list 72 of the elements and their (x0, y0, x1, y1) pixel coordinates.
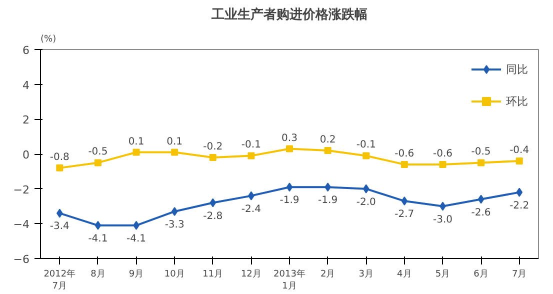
chart-title: 工业生产者购进价格涨跌幅 (210, 6, 368, 22)
data-label: -0.6 (432, 148, 452, 160)
x-tick-label: 12月 (240, 270, 262, 280)
data-label: 0.3 (282, 132, 298, 144)
data-label: -0.5 (471, 146, 491, 158)
data-label: -2.7 (394, 209, 414, 220)
data-label: -0.2 (203, 141, 223, 152)
data-label: -3.4 (50, 221, 70, 232)
y-tick-label: −2 (13, 183, 30, 196)
point (210, 198, 216, 208)
data-label: -4.1 (126, 233, 146, 244)
point (209, 154, 216, 161)
x-tick-label: 6月 (474, 270, 488, 280)
point (171, 206, 178, 216)
point (516, 157, 523, 164)
legend-label: 同比 (506, 62, 528, 76)
y-tick-label: −6 (13, 253, 30, 266)
data-label: -4.1 (88, 233, 108, 244)
y-tick-label: −4 (13, 218, 30, 232)
data-label: -2.8 (203, 210, 223, 222)
data-label: 0.1 (166, 136, 183, 148)
point (439, 160, 446, 168)
x-tick-label: 10月 (164, 270, 185, 280)
x-tick-label: 9月 (128, 270, 144, 280)
point (400, 160, 408, 168)
data-label: -0.4 (510, 144, 530, 156)
point (362, 152, 370, 160)
data-label: 0.2 (320, 134, 336, 146)
point (286, 182, 293, 192)
point (56, 208, 63, 218)
y-tick-label: 2 (22, 114, 30, 127)
data-label: -2.0 (356, 196, 376, 208)
data-label: -0.6 (394, 148, 414, 160)
x-tick-label: 3月 (358, 270, 374, 280)
point (516, 188, 523, 197)
data-label: -2.6 (471, 207, 491, 218)
y-tick-label: 0 (22, 148, 30, 162)
data-label: -0.1 (356, 140, 376, 151)
point (132, 148, 140, 156)
point (362, 184, 370, 194)
y-tick-label: 6 (22, 44, 30, 57)
point (324, 147, 332, 154)
data-label: 0.1 (128, 136, 144, 148)
x-tick-label: 5月 (435, 270, 450, 280)
x-tick-label: 11月 (202, 270, 224, 280)
legend-label: 环比 (506, 94, 528, 108)
data-label: -2.4 (241, 204, 261, 215)
data-label: -2.2 (510, 200, 530, 212)
point (248, 152, 255, 160)
y-tick-label: 4 (22, 78, 30, 92)
point (94, 220, 102, 230)
point (94, 159, 102, 166)
data-label: -1.9 (280, 195, 300, 206)
point (478, 194, 484, 204)
y-axis-title: (%) (40, 34, 56, 44)
x-tick-label: 2月 (320, 270, 336, 280)
data-label: -3.3 (164, 219, 184, 230)
x-tick-label: 8月 (90, 270, 106, 280)
point (478, 159, 485, 166)
data-label: -3.0 (432, 214, 452, 226)
point (286, 145, 293, 152)
point (171, 148, 178, 156)
x-tick-label: 4月 (397, 270, 412, 280)
x-tick-label: 2013年 1月 (274, 268, 306, 292)
data-label: -0.1 (241, 140, 261, 151)
point (401, 196, 408, 206)
point (56, 164, 64, 172)
data-label: -0.8 (50, 152, 70, 163)
x-tick-label: 2012年 7月 (44, 268, 76, 292)
data-label: -0.5 (88, 146, 108, 158)
data-label: -1.9 (318, 195, 338, 206)
x-tick-label: 7月 (512, 270, 527, 280)
